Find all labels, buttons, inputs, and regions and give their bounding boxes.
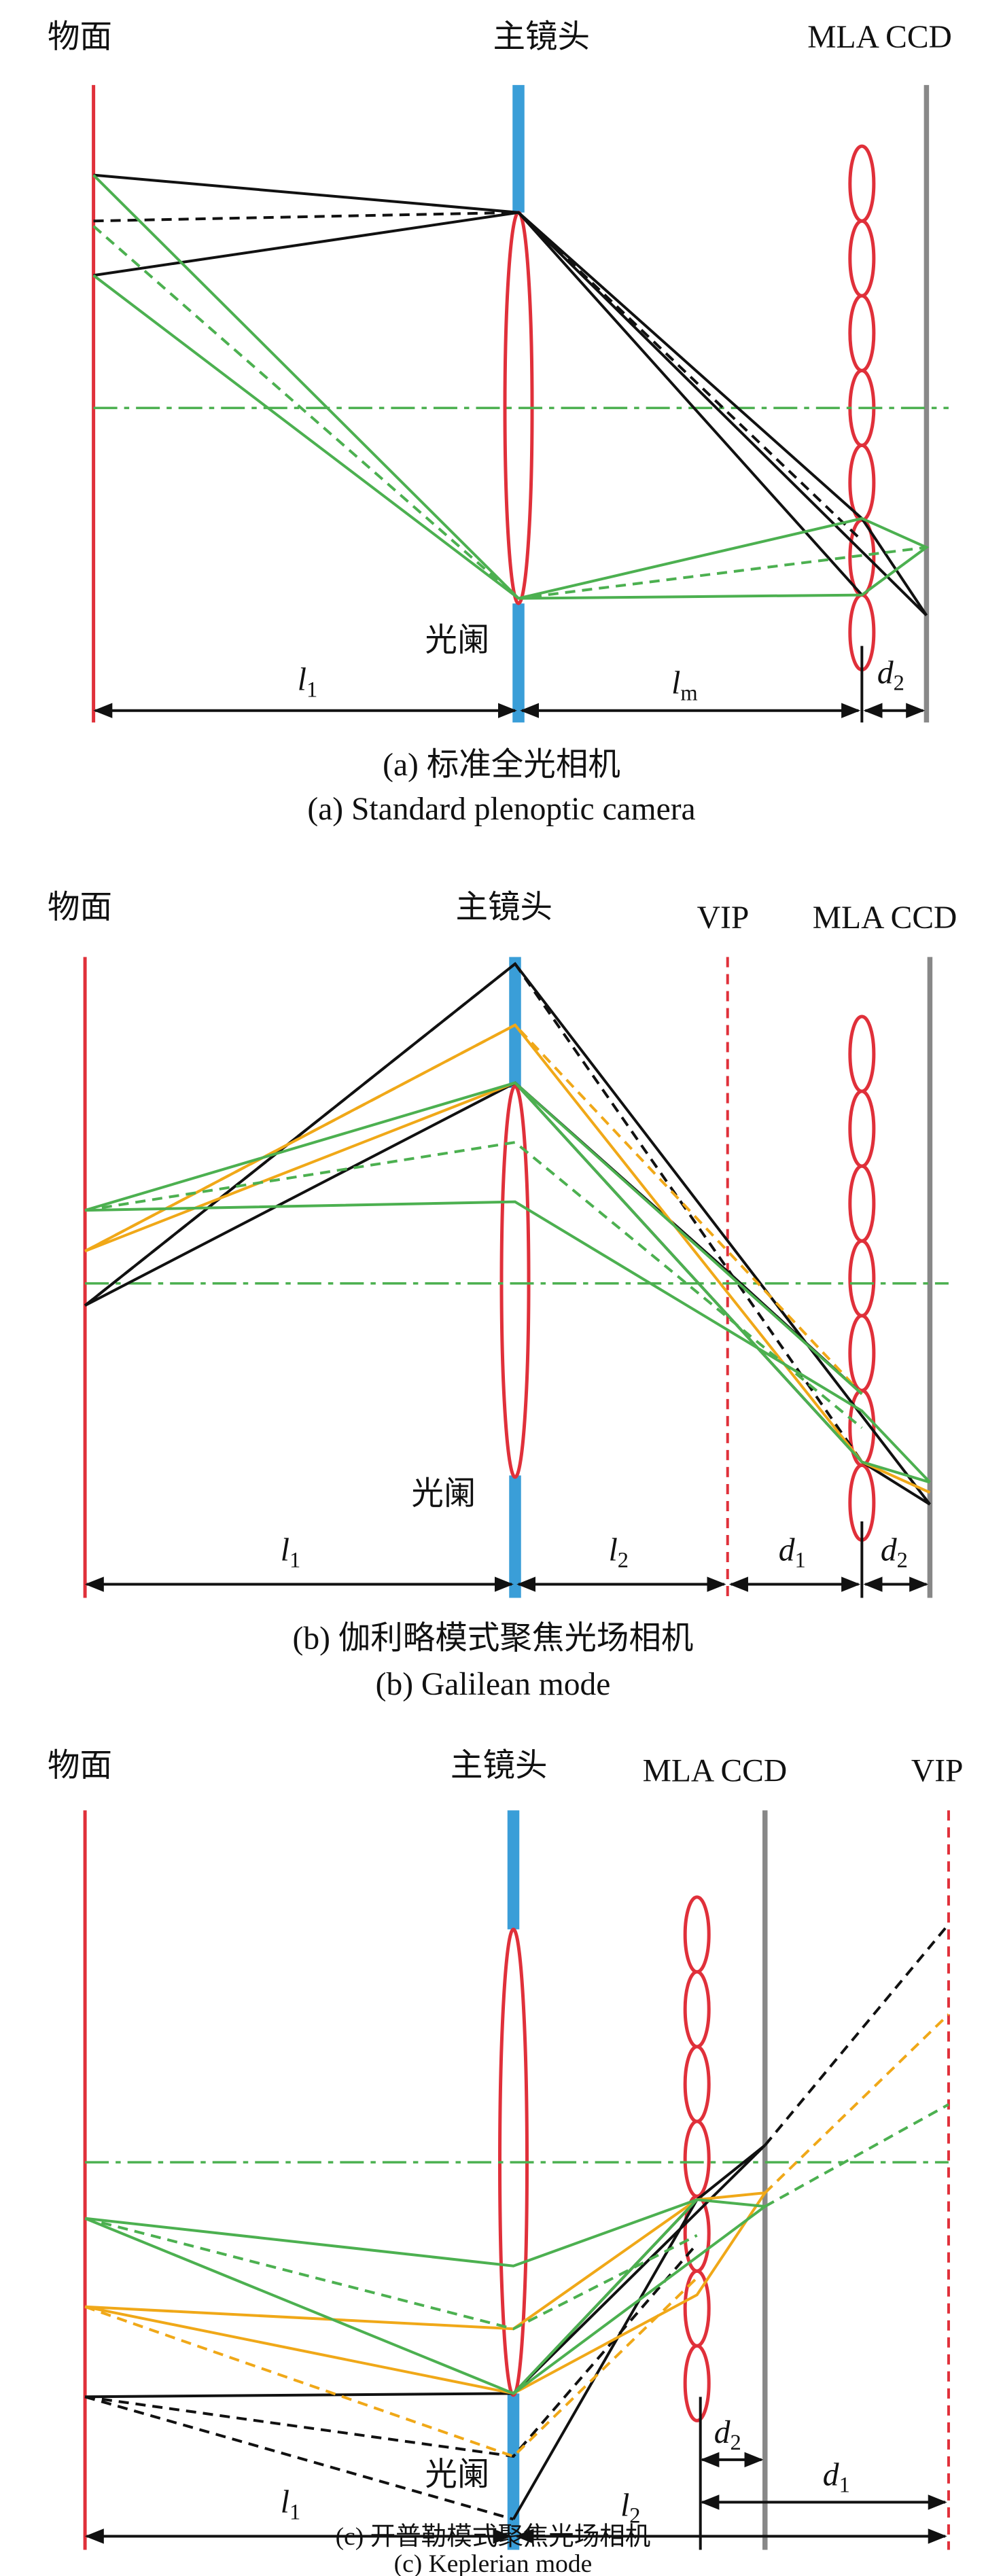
label: MLA CCD (643, 1754, 788, 1789)
label: MLA CCD (807, 20, 952, 55)
label: 光阑 (425, 2457, 489, 2492)
caption: (a) 标准全光相机 (383, 747, 620, 783)
label: 主镜头 (493, 20, 590, 55)
dim-label: l1 (281, 1533, 300, 1573)
label: MLA CCD (813, 900, 957, 936)
label: 主镜头 (455, 890, 552, 925)
panel-c: 物面 主镜头 MLA CCD VIP 光阑 l1 l2 d2 d1 (c) 开普… (48, 1748, 963, 2576)
dim-label: l2 (609, 1533, 629, 1573)
dim-label: d1 (779, 1533, 806, 1573)
panel-b: 物面 主镜头 VIP MLA CCD 光阑 l1 l2 d1 d2 (b) 伽利… (48, 890, 957, 1702)
panel-a: 物面 主镜头 MLA CCD 光阑 l1 lm d2 (a) 标准全光相机 (a… (48, 20, 952, 827)
dim-label: d1 (823, 2457, 850, 2497)
dim-label: l1 (281, 2484, 300, 2524)
caption: (c) 开普勒模式聚焦光场相机 (336, 2522, 651, 2551)
dim-label: d2 (714, 2415, 741, 2455)
dim-label: l1 (298, 663, 317, 703)
label: 物面 (48, 890, 112, 925)
dim-label: d2 (881, 1533, 908, 1573)
caption: (a) Standard plenoptic camera (307, 792, 695, 827)
dim-label: l2 (620, 2488, 640, 2528)
label: 物面 (48, 1748, 112, 1784)
label: 光阑 (411, 1477, 476, 1512)
label: 光阑 (425, 623, 489, 658)
caption: (b) Galilean mode (376, 1667, 611, 1702)
dim-label: lm (671, 666, 698, 706)
caption: (c) Keplerian mode (394, 2550, 593, 2576)
dim-label: d2 (877, 656, 904, 696)
caption: (b) 伽利略模式聚焦光场相机 (293, 1621, 694, 1657)
label: 物面 (48, 20, 112, 55)
label: 主镜头 (451, 1748, 548, 1784)
label: VIP (697, 900, 750, 936)
label: VIP (911, 1754, 964, 1789)
